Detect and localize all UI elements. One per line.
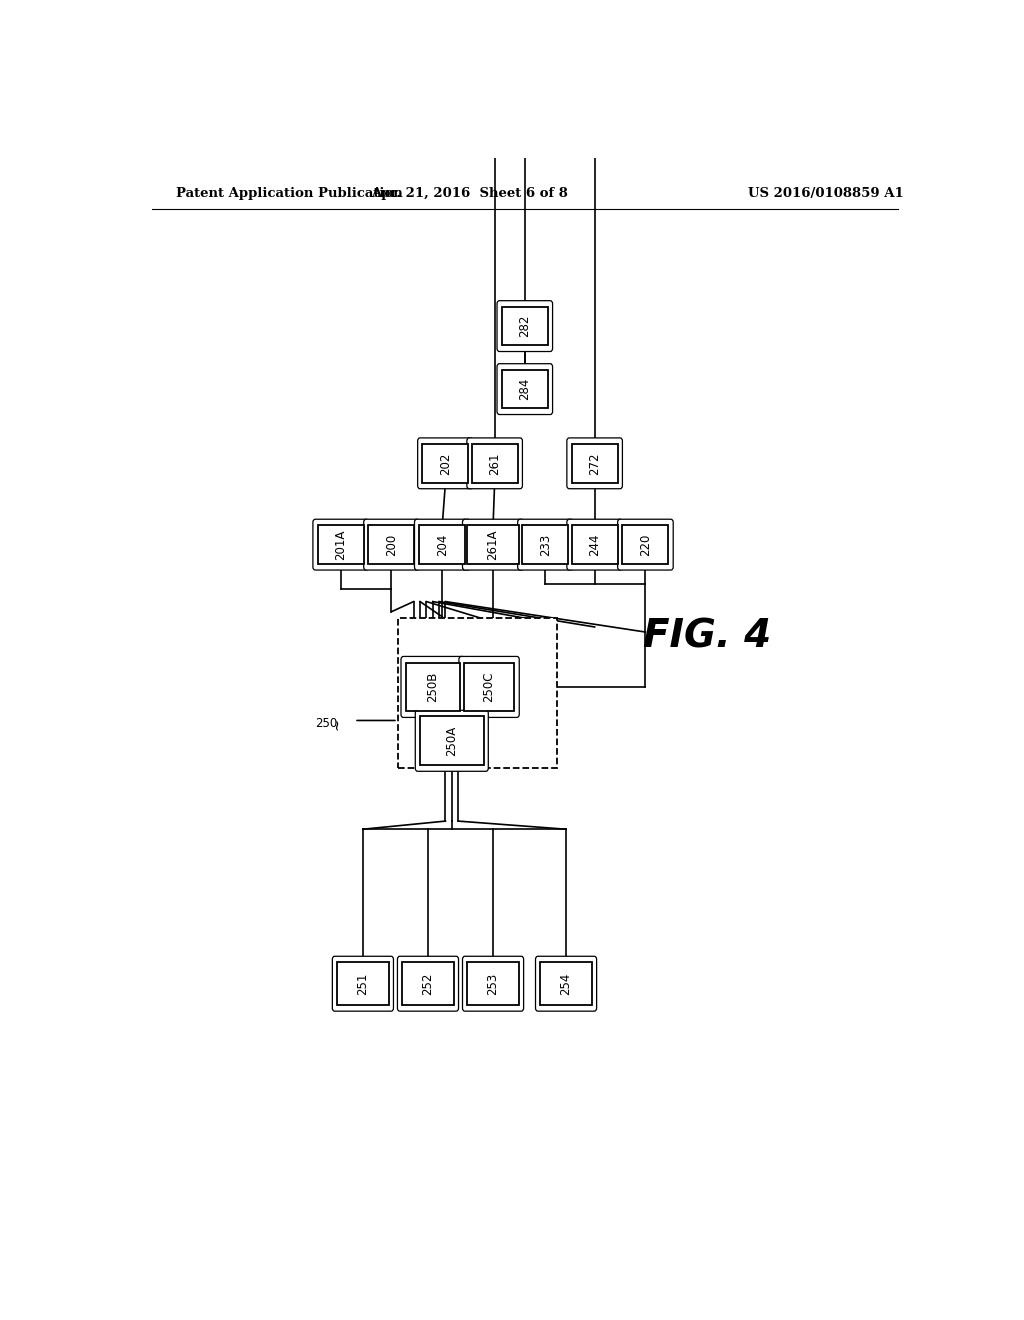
FancyBboxPatch shape (337, 962, 389, 1005)
FancyBboxPatch shape (472, 444, 518, 483)
Text: 261A: 261A (486, 529, 500, 560)
Text: 261: 261 (488, 451, 501, 475)
FancyBboxPatch shape (467, 525, 519, 564)
FancyBboxPatch shape (536, 956, 597, 1011)
Text: Patent Application Publication: Patent Application Publication (176, 187, 402, 201)
Text: ~: ~ (330, 717, 344, 730)
FancyBboxPatch shape (418, 438, 473, 488)
FancyBboxPatch shape (617, 519, 673, 570)
FancyBboxPatch shape (541, 962, 592, 1005)
FancyBboxPatch shape (419, 525, 465, 564)
Text: 253: 253 (486, 973, 500, 995)
Text: 250C: 250C (482, 672, 496, 702)
FancyBboxPatch shape (406, 663, 460, 711)
FancyBboxPatch shape (571, 444, 617, 483)
FancyBboxPatch shape (416, 710, 488, 771)
FancyBboxPatch shape (313, 519, 369, 570)
Text: 250B: 250B (426, 672, 439, 702)
FancyBboxPatch shape (502, 370, 548, 408)
Text: 250A: 250A (445, 726, 459, 756)
FancyBboxPatch shape (567, 519, 623, 570)
FancyBboxPatch shape (502, 306, 548, 346)
FancyBboxPatch shape (464, 663, 514, 711)
FancyBboxPatch shape (497, 364, 553, 414)
Text: 204: 204 (436, 533, 449, 556)
FancyBboxPatch shape (459, 656, 519, 718)
Text: Apr. 21, 2016  Sheet 6 of 8: Apr. 21, 2016 Sheet 6 of 8 (371, 187, 567, 201)
FancyBboxPatch shape (364, 519, 419, 570)
Text: 284: 284 (518, 378, 531, 400)
FancyBboxPatch shape (467, 438, 522, 488)
Text: 244: 244 (588, 533, 601, 556)
Text: 233: 233 (539, 533, 552, 556)
FancyBboxPatch shape (623, 525, 669, 564)
FancyBboxPatch shape (369, 525, 415, 564)
FancyBboxPatch shape (397, 956, 459, 1011)
FancyBboxPatch shape (397, 618, 557, 768)
FancyBboxPatch shape (567, 438, 623, 488)
FancyBboxPatch shape (402, 962, 454, 1005)
Text: 254: 254 (559, 973, 572, 995)
FancyBboxPatch shape (401, 656, 465, 718)
FancyBboxPatch shape (420, 717, 483, 766)
Text: FIG. 4: FIG. 4 (643, 618, 771, 655)
Text: US 2016/0108859 A1: US 2016/0108859 A1 (749, 187, 904, 201)
FancyBboxPatch shape (333, 956, 393, 1011)
FancyBboxPatch shape (571, 525, 617, 564)
FancyBboxPatch shape (518, 519, 573, 570)
FancyBboxPatch shape (522, 525, 568, 564)
Text: 282: 282 (518, 315, 531, 338)
Text: 250: 250 (315, 717, 338, 730)
FancyBboxPatch shape (415, 519, 470, 570)
Text: 251: 251 (356, 973, 370, 995)
FancyBboxPatch shape (463, 956, 523, 1011)
FancyBboxPatch shape (317, 525, 364, 564)
Text: 220: 220 (639, 533, 652, 556)
FancyBboxPatch shape (467, 962, 519, 1005)
FancyBboxPatch shape (497, 301, 553, 351)
Text: 200: 200 (385, 533, 398, 556)
Text: 201A: 201A (334, 529, 347, 560)
Text: 252: 252 (422, 973, 434, 995)
FancyBboxPatch shape (463, 519, 523, 570)
Text: 202: 202 (439, 453, 452, 474)
Text: 272: 272 (588, 451, 601, 475)
FancyBboxPatch shape (423, 444, 468, 483)
